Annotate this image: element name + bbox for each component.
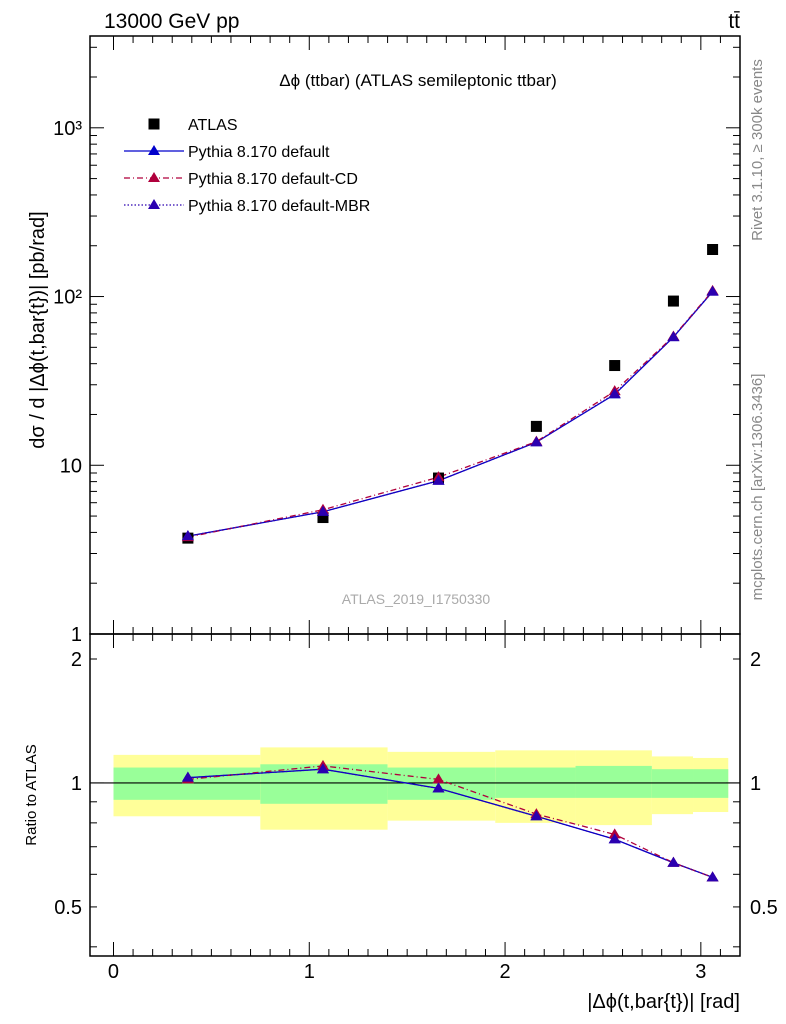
main-point-3-1	[316, 505, 329, 516]
header-process-label: tt̄	[728, 10, 740, 33]
ratio-ytick-label-left-2: 2	[71, 649, 82, 671]
x-axis-label: |Δϕ(t,bar{t})| [rad]	[587, 991, 740, 1013]
header-energy-label: 13000 GeV pp	[104, 10, 239, 33]
xtick-label-0: 0	[108, 961, 119, 983]
rivet-version-label: Rivet 3.1.10, ≥ 300k events	[749, 59, 766, 241]
legend-marker-0	[148, 118, 160, 130]
main-point-3-4	[608, 387, 621, 398]
ratio-point-2-5	[667, 856, 680, 867]
main-point-0-4	[609, 360, 621, 372]
legend-marker-2	[148, 172, 160, 182]
legend-label-3: Pythia 8.170 default-MBR	[188, 198, 370, 215]
main-point-3-2	[432, 474, 445, 485]
xtick-label-3: 3	[695, 961, 706, 983]
main-ytick-label-0: 1	[71, 624, 82, 646]
ratio-ytick-label-left-0: 0.5	[54, 897, 82, 919]
ratio-band-inner-2	[387, 767, 496, 800]
legend-label-0: ATLAS	[188, 117, 238, 134]
main-point-0-3	[530, 420, 542, 432]
main-ytick-label-3: 10³	[53, 118, 82, 140]
xtick-label-2: 2	[499, 961, 510, 983]
ratio-y-axis-label: Ratio to ATLAS	[23, 744, 40, 845]
ratio-ytick-label-right-1: 1	[750, 773, 761, 795]
main-ytick-label-2: 10²	[53, 287, 82, 309]
main-point-3-5	[667, 331, 680, 342]
ratio-point-1-2	[432, 773, 445, 784]
main-point-0-1	[317, 512, 329, 524]
ratio-ytick-label-right-0: 0.5	[750, 897, 778, 919]
main-series-line-2	[187, 290, 714, 538]
main-series-line-3	[187, 291, 714, 537]
legend-marker-1	[148, 145, 160, 155]
ratio-plot-frame	[89, 633, 741, 957]
ratio-point-2-4	[608, 833, 621, 844]
main-plot-title: Δϕ (ttbar) (ATLAS semileptonic ttbar)	[279, 71, 557, 90]
ratio-point-2-3	[530, 810, 543, 821]
ratio-ytick-label-right-2: 2	[750, 649, 761, 671]
analysis-watermark: ATLAS_2019_I1750330	[342, 591, 491, 607]
main-y-axis-label: dσ / d |Δϕ(t,bar{t})| [pb/rad]	[27, 211, 49, 448]
ratio-point-2-0	[181, 771, 194, 782]
ratio-ytick-label-left-1: 1	[71, 773, 82, 795]
main-series-line-1	[187, 291, 714, 537]
ratio-point-2-6	[706, 871, 719, 882]
ratio-band-inner-0	[113, 767, 261, 800]
main-point-3-3	[530, 436, 543, 447]
ratio-band-inner-4	[575, 765, 652, 798]
main-point-0-6	[707, 243, 719, 255]
legend-marker-3	[148, 199, 160, 209]
ratio-point-2-1	[316, 763, 329, 774]
legend-label-1: Pythia 8.170 default	[188, 144, 330, 161]
main-ytick-label-1: 10	[60, 455, 82, 477]
ratio-point-2-2	[432, 782, 445, 793]
main-point-0-5	[667, 295, 679, 307]
mcplots-source-label: mcplots.cern.ch [arXiv:1306.3436]	[749, 374, 766, 601]
main-point-3-6	[706, 285, 719, 296]
xtick-label-1: 1	[304, 961, 315, 983]
legend-label-2: Pythia 8.170 default-CD	[188, 171, 358, 188]
main-point-3-0	[181, 530, 194, 541]
